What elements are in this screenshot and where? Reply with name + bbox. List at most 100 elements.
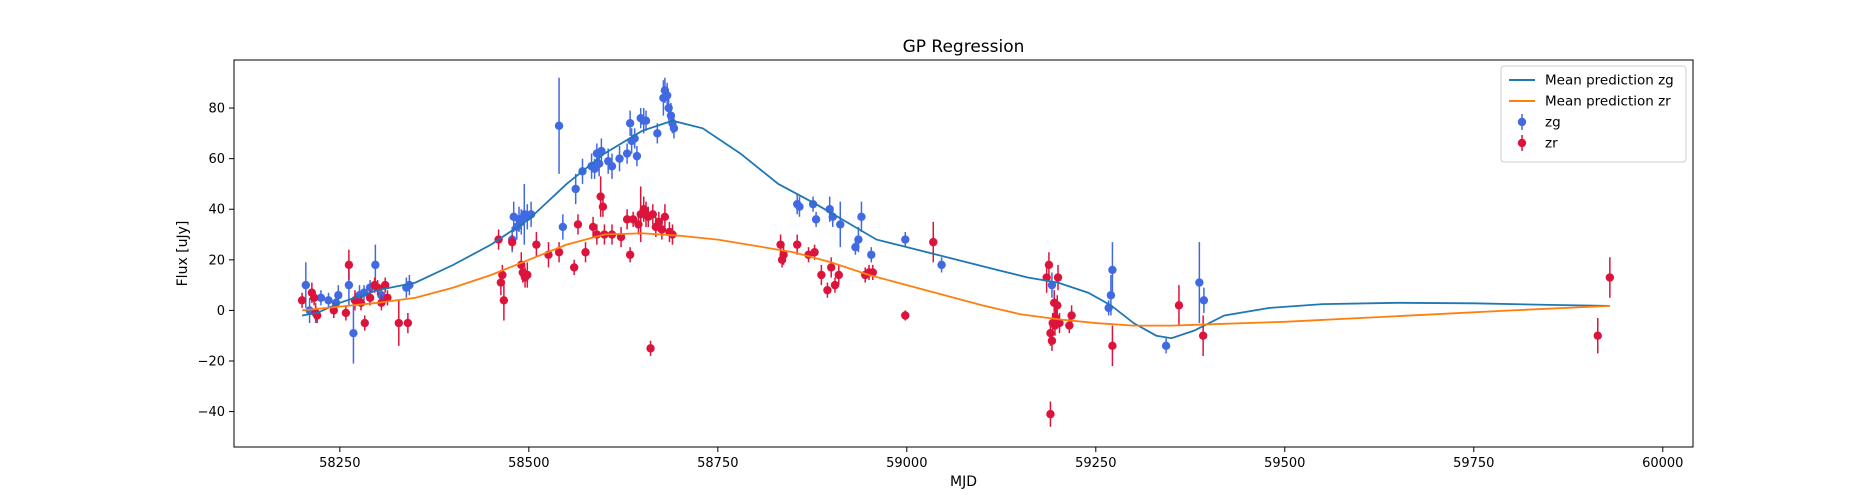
data-point xyxy=(654,217,664,227)
legend-item: zr xyxy=(1517,135,1558,152)
plot-marks xyxy=(297,77,1615,427)
x-axis: 58250 58500 58750 59000 59250 59500 59750 60000 xyxy=(319,447,1683,471)
x-tick-label: 58250 xyxy=(319,456,360,471)
y-tick-label: 20 xyxy=(208,253,225,268)
data-point xyxy=(669,124,679,133)
data-point xyxy=(857,212,866,222)
data-point xyxy=(901,235,910,244)
data-point xyxy=(554,121,564,130)
data-point xyxy=(641,116,651,125)
data-point xyxy=(301,280,311,290)
x-tick-label: 59500 xyxy=(1264,456,1305,471)
data-point xyxy=(811,215,821,224)
data-point xyxy=(779,250,788,259)
data-point xyxy=(1198,331,1208,340)
x-axis-label: MJD xyxy=(950,474,977,490)
data-point xyxy=(937,260,946,270)
data-point xyxy=(554,248,564,257)
x-tick-label: 59750 xyxy=(1453,456,1494,471)
data-point xyxy=(854,235,863,244)
data-point xyxy=(394,318,403,328)
data-point xyxy=(901,311,910,320)
x-tick-label: 58500 xyxy=(508,456,549,471)
legend-label: zr xyxy=(1545,136,1558,152)
data-point xyxy=(383,293,392,302)
data-point xyxy=(657,225,667,234)
data-point xyxy=(1047,336,1057,345)
data-point xyxy=(324,296,333,305)
data-point xyxy=(499,296,509,305)
data-point xyxy=(646,344,655,353)
data-point xyxy=(1199,296,1209,305)
data-point xyxy=(851,242,860,252)
data-point xyxy=(616,232,626,242)
legend-marker-swatch xyxy=(1517,117,1527,127)
legend-item: zg xyxy=(1517,114,1561,131)
data-point xyxy=(523,270,532,280)
data-point xyxy=(558,222,568,232)
data-point xyxy=(648,210,658,219)
data-point xyxy=(1053,301,1062,310)
data-point xyxy=(827,263,836,272)
legend-label: zg xyxy=(1545,115,1561,131)
data-point xyxy=(792,240,802,249)
data-point xyxy=(1046,409,1055,419)
y-tick-label: 80 xyxy=(208,102,225,117)
chart-title: GP Regression xyxy=(903,37,1025,57)
data-point xyxy=(1195,278,1204,287)
data-point xyxy=(1108,341,1117,351)
data-point xyxy=(344,260,354,270)
legend-box xyxy=(1500,65,1687,163)
legend-item: Mean prediction zr xyxy=(1509,94,1671,110)
legend-marker-swatch xyxy=(1517,138,1527,148)
data-point xyxy=(660,212,670,222)
data-point xyxy=(571,184,580,194)
data-point xyxy=(1106,291,1116,300)
x-tick-label: 59000 xyxy=(886,456,927,471)
x-tick-label: 60000 xyxy=(1642,456,1683,471)
data-point xyxy=(380,280,390,290)
data-point xyxy=(1108,265,1117,275)
data-point xyxy=(532,240,541,249)
data-point xyxy=(1055,318,1064,328)
data-point xyxy=(498,270,507,280)
legend-item: Mean prediction zg xyxy=(1509,73,1674,89)
data-point xyxy=(356,298,366,308)
data-point xyxy=(867,250,876,259)
data-point xyxy=(1047,280,1057,290)
data-point xyxy=(349,328,358,338)
series-line-Mean prediction zg xyxy=(301,119,1610,340)
data-point xyxy=(597,146,606,156)
data-point xyxy=(622,149,632,158)
data-point xyxy=(622,215,632,224)
y-tick-label: 60 xyxy=(208,152,225,167)
data-point xyxy=(1605,273,1615,282)
data-point xyxy=(795,202,804,211)
data-point xyxy=(615,154,624,163)
data-point xyxy=(309,293,319,302)
data-point xyxy=(834,270,843,280)
data-point xyxy=(403,318,413,328)
data-point xyxy=(625,119,635,128)
data-point xyxy=(929,237,938,247)
data-point xyxy=(836,220,845,229)
series-line-Mean prediction zr xyxy=(301,232,1610,327)
y-tick-label: 0 xyxy=(217,304,225,319)
data-point xyxy=(573,220,583,229)
data-point xyxy=(776,240,785,249)
data-point xyxy=(628,215,638,224)
data-point xyxy=(507,237,517,247)
data-point xyxy=(316,293,326,302)
y-tick-label: −40 xyxy=(198,405,225,420)
data-point xyxy=(581,248,590,257)
data-point xyxy=(632,151,642,161)
y-tick-label: 40 xyxy=(208,203,225,218)
data-point xyxy=(817,270,826,280)
legend: Mean prediction zg Mean prediction zr zg zr xyxy=(1500,65,1687,163)
data-point xyxy=(588,222,598,232)
data-point xyxy=(344,280,354,290)
data-point xyxy=(1161,341,1171,351)
data-point xyxy=(1044,260,1054,270)
data-point xyxy=(1067,311,1076,320)
